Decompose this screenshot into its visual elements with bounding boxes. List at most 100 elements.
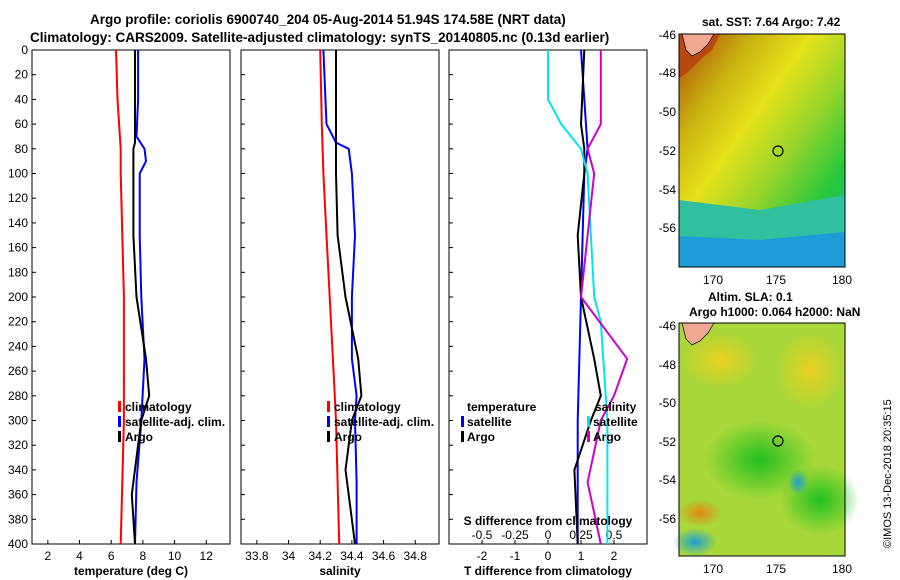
lat-tick: -46 [659,319,677,333]
depth-tick-label: 140 [8,216,28,230]
sst-map-title: sat. SST: 7.64 Argo: 7.42 [702,15,841,29]
lon-tick: 180 [832,273,852,287]
legend-argo: Argo [334,430,362,444]
legend-salinity-title: salinity [595,400,637,414]
profile-line-temperature-satellite [576,49,589,544]
legend-satellite-swatch [118,416,121,427]
sst-map-panel: sat. SST: 7.64 Argo: 7.42 -46 -48 -50 -5… [659,15,853,287]
lon-tick: 175 [766,562,786,576]
profile-line-salinity-satellite [547,50,609,544]
lat-tick: -52 [659,435,677,449]
lon-tick: 170 [703,273,723,287]
lat-tick: -50 [659,396,677,410]
legend-t-satellite: satellite [467,415,512,429]
legend-s-satellite-swatch [587,416,590,427]
profile-line-climatology [115,49,125,545]
s-diff-tick-label: 0 [545,528,552,542]
difference-profiles [547,49,629,545]
x-tick-label: 34 [282,549,296,563]
sla-feature [678,499,722,527]
t-difference-axis: -2 -1 0 1 2 [449,49,618,563]
temperature-panel: 0 20 40 60 80 100 120 140 160 180 200 220 240 260 280 3… [8,43,231,578]
depth-tick-label: 160 [8,241,28,255]
lat-tick: -46 [659,28,677,42]
depth-tick-label: 260 [8,364,28,378]
depth-tick-label: 80 [15,142,29,156]
legend-t-argo: Argo [467,430,495,444]
x-tick-label: 0 [545,549,552,563]
legend-s-argo-swatch [587,431,590,442]
depth-tick-label: 60 [15,117,29,131]
depth-tick-label: 340 [8,463,28,477]
x-tick-label: 34.6 [372,549,396,563]
lat-tick: -50 [659,105,677,119]
depth-tick-label: 320 [8,438,28,452]
sla-map-title-2: Argo h1000: 0.064 h2000: NaN [689,305,860,319]
legend-satellite: satellite-adj. clim. [334,415,434,429]
s-diff-tick-label: -0.5 [472,528,493,542]
profile-line-argo [130,50,151,545]
temperature-axis: 2 4 6 8 10 12 [44,540,213,563]
depth-tick-label: 40 [15,92,29,106]
lat-tick: -56 [659,221,677,235]
sst-map-frame [678,33,846,268]
title-line-1: Argo profile: coriolis 6900740_204 05-Au… [90,12,566,27]
legend-climatology: climatology [125,400,192,414]
sla-feature [680,330,760,390]
legend-climatology-swatch [118,401,121,412]
lat-tick: -56 [659,512,677,526]
salinity-xlabel: salinity [319,564,361,578]
lat-tick: -48 [659,66,677,80]
legend-climatology: climatology [334,400,401,414]
salinity-profiles [319,49,363,545]
difference-plot-frame [448,49,648,545]
x-tick-label: 8 [140,549,147,563]
x-tick-label: 6 [108,549,115,563]
x-tick-label: 2 [44,549,51,563]
x-tick-label: -2 [477,549,488,563]
depth-tick-label: 0 [21,43,28,57]
depth-tick-label: 100 [8,167,28,181]
profile-line-climatology [319,49,341,545]
legend-satellite-swatch [327,416,330,427]
x-tick-label: 1 [578,549,585,563]
x-tick-label: 4 [76,549,83,563]
lat-tick: -48 [659,358,677,372]
difference-legend: temperature satellite Argo salinity sate… [461,400,638,444]
depth-tick-label: 200 [8,290,28,304]
temperature-legend: climatology satellite-adj. clim. Argo [118,400,225,444]
lon-tick: 170 [703,562,723,576]
profile-line-satellite-adj-clim- [322,49,358,544]
temperature-plot-frame [31,49,231,545]
x-tick-label: -1 [510,549,521,563]
s-diff-tick-label: 0.25 [569,528,593,542]
x-tick-label: 12 [200,549,214,563]
difference-panel: -2 -1 0 1 2 -0.5 -0.25 0 0.25 0.5 T difference f… [448,49,648,578]
legend-s-satellite: satellite [593,415,638,429]
x-tick-label: 34.4 [340,549,364,563]
x-tick-label: 10 [168,549,182,563]
legend-satellite: satellite-adj. clim. [125,415,225,429]
depth-tick-label: 280 [8,389,28,403]
lon-tick: 180 [832,562,852,576]
sst-lat-ticks: -46 -48 -50 -52 -54 -56 [659,28,677,235]
legend-t-satellite-swatch [461,416,464,427]
depth-tick-label: 360 [8,488,28,502]
legend-t-argo-swatch [461,431,464,442]
s-difference-label: S difference from climatology [464,514,633,528]
lat-tick: -54 [659,473,677,487]
depth-tick-label: 300 [8,414,28,428]
temperature-profiles [115,49,151,545]
sla-lat-ticks: -46 -48 -50 -52 -54 -56 [659,319,677,526]
lon-tick: 175 [766,273,786,287]
sla-map-title-1: Altim. SLA: 0.1 [708,290,793,304]
legend-argo: Argo [125,430,153,444]
profile-line-argo [335,50,363,545]
sla-feature [775,330,845,410]
argo-location-marker [772,145,784,157]
temperature-xlabel: temperature (deg C) [74,564,188,578]
depth-tick-label: 400 [8,537,28,551]
lat-tick: -52 [659,144,677,158]
profile-line-salinity-argo [580,50,629,545]
